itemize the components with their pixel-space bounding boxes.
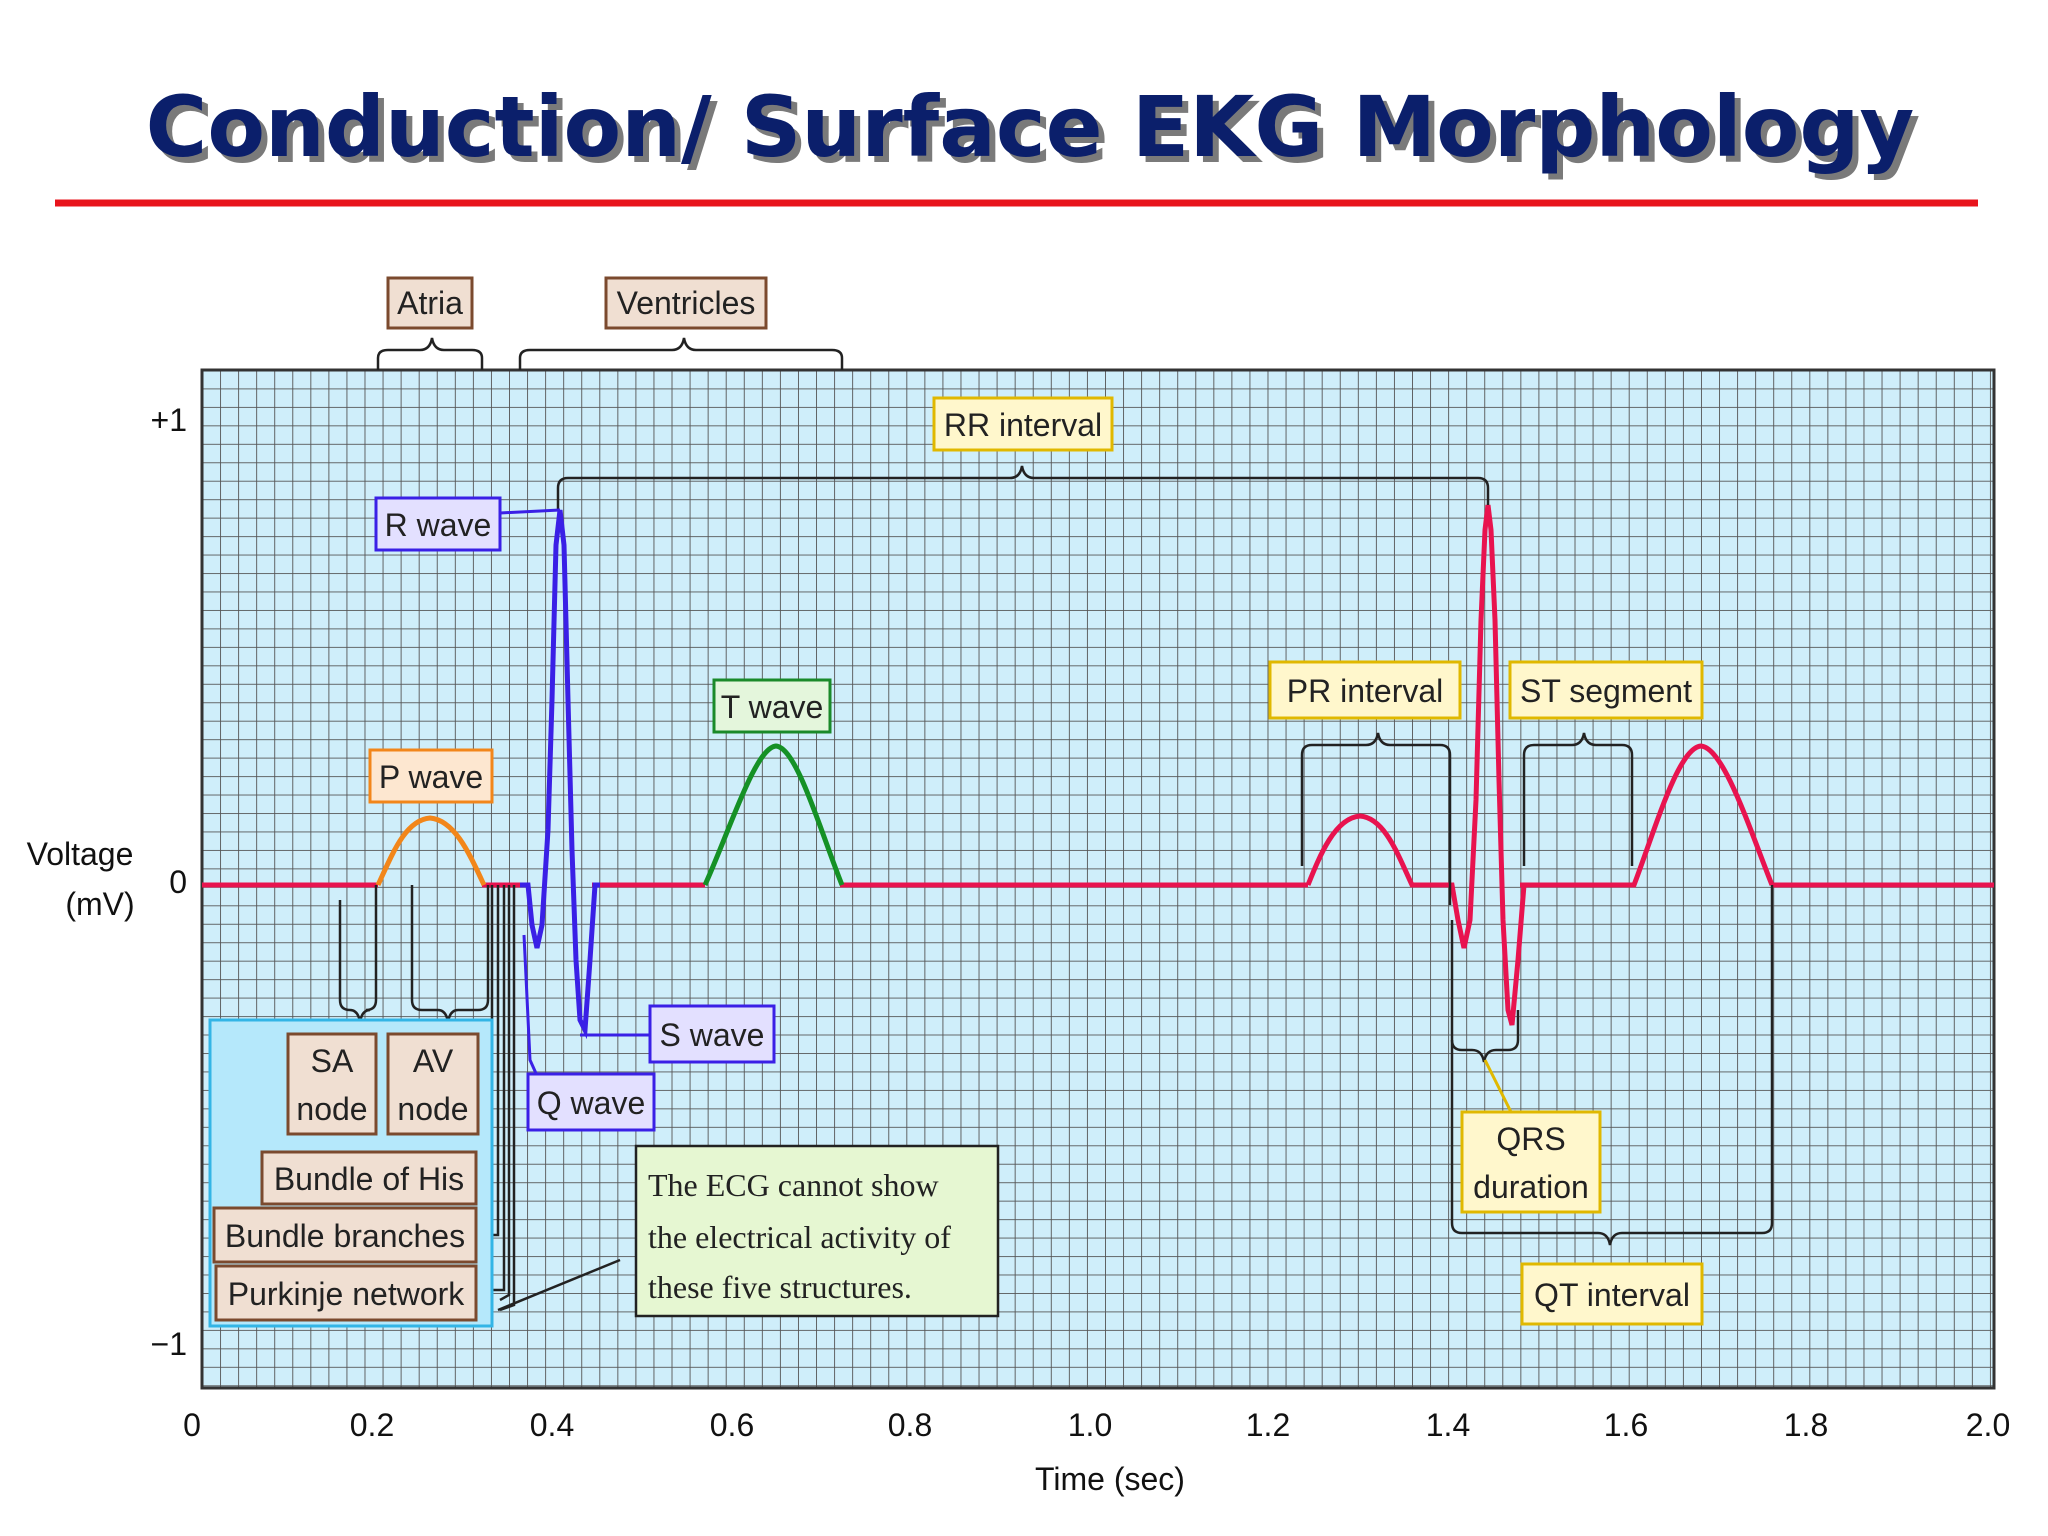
x-tick-label: 1.4 [1426,1407,1470,1443]
title-text: Conduction/ Surface EKG Morphology [146,78,1915,176]
x-tick-label: 0 [183,1407,201,1443]
svg-text:node: node [397,1091,468,1127]
x-tick-label: 1.2 [1246,1407,1290,1443]
purkinje-network-label: Purkinje network [214,1264,478,1322]
x-axis: 0 0.2 0.4 0.6 0.8 1.0 1.2 1.4 1.6 1.8 2.… [183,1407,2010,1497]
top-brackets [376,337,1774,1246]
x-tick-label: 1.8 [1784,1407,1828,1443]
x-tick-label: 0.4 [530,1407,574,1443]
slide-title: Conduction/ Surface EKG Morphology Condu… [146,78,1921,182]
t-wave-label: T wave [712,678,832,734]
svg-text:RR interval: RR interval [944,407,1102,443]
x-tick-label: 0.8 [888,1407,932,1443]
y-tick-label: +1 [151,402,187,438]
bundle-branches-label: Bundle branches [212,1206,478,1264]
svg-text:QT interval: QT interval [1534,1277,1690,1313]
svg-text:ST segment: ST segment [1520,673,1692,709]
rr-interval-label: RR interval [932,396,1114,452]
svg-text:T wave: T wave [721,689,824,725]
svg-text:The ECG cannot show: The ECG cannot show [648,1167,939,1203]
y-axis: +1 0 −1 Voltage (mV) [27,402,187,1362]
t-wave-trace [702,743,845,887]
x-tick-label: 0.2 [350,1407,394,1443]
second-beat-trace [1305,504,1775,1026]
x-tick-label: 1.0 [1068,1407,1112,1443]
av-node-label: AV node [386,1032,480,1136]
svg-text:S wave: S wave [660,1017,765,1053]
qrs-duration-label: QRS duration [1460,1110,1602,1214]
svg-text:Q wave: Q wave [537,1085,645,1121]
qt-interval-label: QT interval [1520,1262,1704,1326]
ecg-note-box: The ECG cannot show the electrical activ… [634,1144,1000,1318]
svg-text:PR interval: PR interval [1287,673,1444,709]
sa-node-label: SA node [286,1032,378,1136]
svg-text:R wave: R wave [385,507,492,543]
y-axis-unit: (mV) [65,886,134,922]
x-axis-label: Time (sec) [1035,1461,1185,1497]
svg-text:Bundle of His: Bundle of His [274,1161,464,1197]
qrs-trace [520,509,600,1040]
p-wave-label: P wave [368,748,494,804]
s-wave-label: S wave [648,1004,776,1064]
svg-text:Bundle branches: Bundle branches [225,1218,465,1254]
svg-text:AV: AV [413,1043,454,1079]
y-tick-label: 0 [169,864,187,900]
st-segment-label: ST segment [1508,660,1704,720]
svg-text:duration: duration [1473,1169,1589,1205]
svg-text:QRS: QRS [1496,1121,1565,1157]
x-tick-label: 2.0 [1966,1407,2010,1443]
p-wave-trace [375,815,487,887]
y-axis-label: Voltage [27,836,134,872]
x-tick-label: 1.6 [1604,1407,1648,1443]
bundle-of-his-label: Bundle of His [260,1150,478,1206]
ventricles-label: Ventricles [604,276,768,330]
svg-text:these five structures.: these five structures. [648,1269,912,1305]
svg-text:the electrical activity of: the electrical activity of [648,1219,951,1255]
svg-text:P wave: P wave [379,759,483,795]
svg-text:Ventricles: Ventricles [617,285,756,321]
pr-interval-label: PR interval [1268,660,1462,720]
q-wave-label: Q wave [526,1072,656,1132]
y-tick-label: −1 [151,1326,187,1362]
title-shadow: Conduction/ Surface EKG Morphology [152,84,1921,182]
svg-text:Purkinje network: Purkinje network [228,1276,466,1312]
x-tick-label: 0.6 [710,1407,754,1443]
svg-text:SA: SA [311,1043,354,1079]
atria-label: Atria [386,276,474,330]
svg-text:node: node [296,1091,367,1127]
qrs-leader [1483,1059,1517,1121]
svg-text:Atria: Atria [397,285,463,321]
r-wave-label: R wave [374,496,502,552]
